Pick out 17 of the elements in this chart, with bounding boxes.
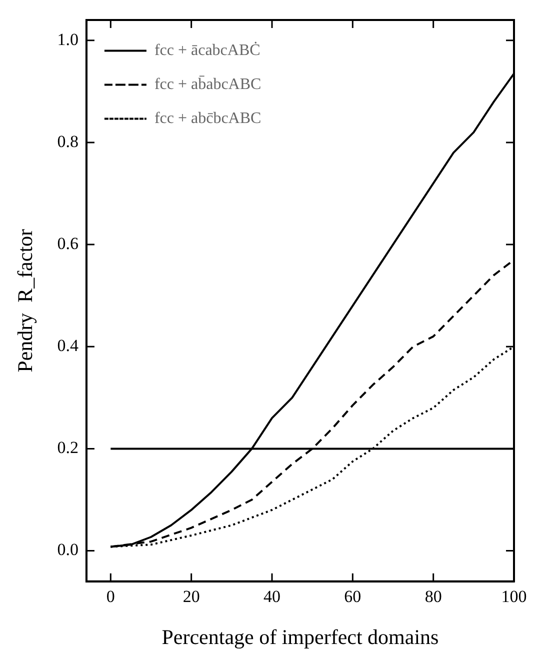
y-tick-label: 0.2 — [57, 438, 78, 458]
x-tick-label: 0 — [106, 587, 115, 606]
x-tick-label: 20 — [182, 587, 200, 606]
legend-label: fcc + abc̄bcABC — [154, 110, 262, 128]
y-axis-title: Pendry R_factor — [13, 228, 38, 372]
y-tick-label: 0.4 — [57, 336, 79, 356]
x-tick-label: 80 — [424, 587, 442, 606]
x-axis-title: Percentage of imperfect domains — [162, 624, 439, 649]
legend-label: fcc + ācabcABĊ — [154, 41, 260, 60]
y-tick-label: 1.0 — [57, 30, 78, 49]
x-tick-label: 60 — [344, 587, 362, 606]
y-tick-label: 0.0 — [57, 540, 78, 560]
legend-label: fcc + ab̄abcABC — [154, 75, 262, 94]
y-tick-label: 0.6 — [57, 234, 78, 254]
x-tick-label: 40 — [263, 587, 280, 606]
x-tick-label: 100 — [501, 587, 527, 606]
y-tick-label: 0.8 — [57, 132, 78, 151]
